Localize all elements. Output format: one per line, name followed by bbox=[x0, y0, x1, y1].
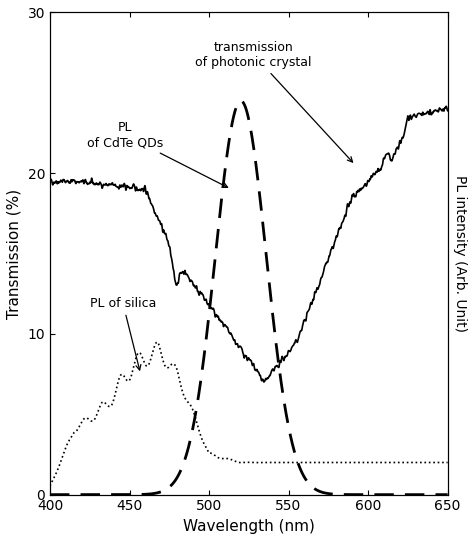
Text: PL
of CdTe QDs: PL of CdTe QDs bbox=[87, 121, 228, 187]
X-axis label: Wavelength (nm): Wavelength (nm) bbox=[183, 519, 315, 534]
Text: PL of silica: PL of silica bbox=[90, 297, 156, 370]
Y-axis label: Transmission (%): Transmission (%) bbox=[7, 188, 22, 319]
Text: transmission
of photonic crystal: transmission of photonic crystal bbox=[195, 41, 353, 162]
Y-axis label: PL intensity (Arb. Unit): PL intensity (Arb. Unit) bbox=[453, 175, 467, 332]
